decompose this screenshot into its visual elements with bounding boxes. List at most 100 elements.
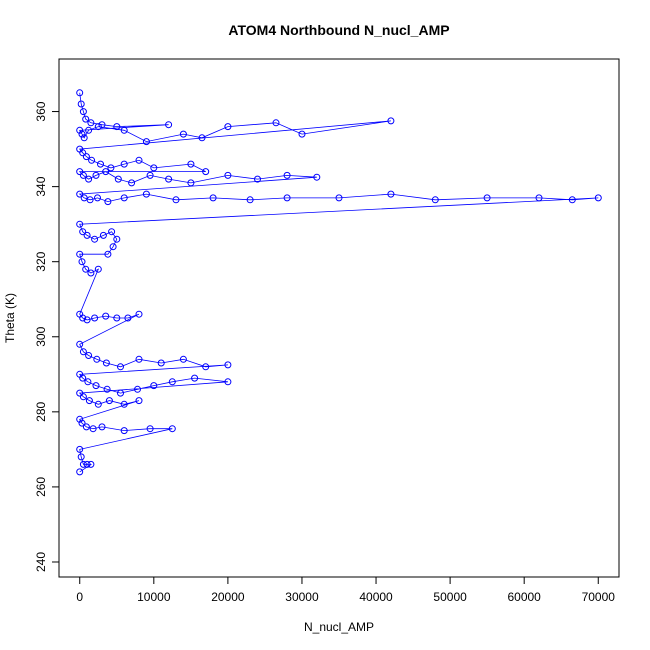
data-point (313, 173, 321, 181)
data-point (76, 415, 84, 423)
y-tick-label: 320 (34, 251, 48, 271)
data-point (87, 119, 95, 127)
data-point (76, 468, 84, 476)
x-tick-label: 50000 (433, 590, 467, 604)
x-tick-label: 0 (76, 590, 83, 604)
data-point (79, 460, 87, 468)
data-point (103, 385, 111, 393)
data-point (78, 258, 86, 266)
data-point (98, 423, 106, 431)
data-point (92, 382, 100, 390)
data-point (172, 196, 180, 204)
data-point (146, 171, 154, 179)
data-point (102, 168, 110, 176)
data-point (78, 130, 86, 138)
data-point (77, 453, 85, 461)
series-layer (76, 89, 602, 476)
data-point (483, 194, 491, 202)
data-point (79, 228, 87, 236)
data-point (99, 231, 107, 239)
data-point (113, 123, 121, 131)
data-point (135, 397, 143, 405)
data-point (83, 460, 91, 468)
data-point (102, 312, 110, 320)
data-point (104, 250, 112, 258)
x-tick-label: 60000 (507, 590, 541, 604)
data-point (142, 190, 150, 198)
data-point (387, 117, 395, 125)
data-point (135, 156, 143, 164)
x-tick-label: 40000 (359, 590, 393, 604)
data-point (82, 265, 90, 273)
data-point (79, 393, 87, 401)
data-point (79, 314, 87, 322)
data-point (142, 138, 150, 146)
data-point (97, 160, 104, 168)
data-point (150, 382, 158, 390)
data-point (94, 194, 101, 202)
data-point (94, 123, 102, 131)
data-point (83, 231, 91, 239)
data-point (79, 171, 87, 179)
data-point (85, 352, 93, 359)
y-axis-label: Theta (K) (3, 293, 17, 343)
y-tick-label: 280 (34, 402, 48, 422)
data-point (76, 190, 84, 198)
data-point (187, 179, 195, 187)
data-point (107, 164, 115, 172)
data-point (128, 179, 136, 187)
data-point (298, 130, 306, 138)
data-point (76, 89, 84, 97)
data-point (202, 363, 210, 371)
series-line (78, 92, 599, 473)
data-point (76, 445, 84, 453)
data-point (283, 171, 291, 179)
data-point (104, 198, 112, 206)
data-point (594, 194, 602, 202)
data-point (202, 168, 210, 176)
data-point (254, 175, 261, 183)
data-point (84, 378, 92, 386)
data-point (209, 194, 217, 202)
data-point (568, 196, 576, 204)
data-point (86, 196, 94, 204)
data-point (272, 119, 280, 127)
y-tick-label: 340 (34, 176, 48, 196)
data-point (157, 359, 165, 367)
data-point (76, 250, 84, 258)
data-point (85, 126, 93, 134)
y-tick-label: 240 (34, 552, 48, 572)
data-point (76, 168, 84, 176)
y-tick-label: 300 (34, 326, 48, 346)
x-axis: 0 10000 20000 30000 40000 50000 60000 70000 (76, 576, 615, 604)
data-point (82, 115, 90, 123)
data-point (224, 171, 232, 179)
data-point (165, 175, 173, 183)
data-point (120, 126, 128, 134)
x-axis-label: N_nucl_AMP (304, 620, 374, 634)
data-point (187, 160, 195, 168)
data-point (87, 460, 95, 468)
data-point (191, 374, 199, 382)
data-point (150, 164, 158, 172)
data-point (91, 235, 99, 243)
data-point (179, 130, 187, 138)
data-point (535, 194, 543, 202)
data-point (105, 397, 113, 405)
data-point (76, 126, 84, 134)
data-point (114, 175, 122, 183)
x-tick-label: 30000 (285, 590, 319, 604)
data-point (79, 374, 87, 382)
data-point (78, 419, 86, 427)
data-point (85, 175, 93, 183)
x-tick-label: 20000 (211, 590, 245, 604)
data-point (120, 400, 128, 408)
data-point (387, 190, 395, 198)
data-point (224, 123, 232, 131)
data-point (94, 265, 102, 273)
data-point (91, 314, 99, 322)
data-point (134, 385, 141, 393)
data-point (135, 310, 143, 318)
